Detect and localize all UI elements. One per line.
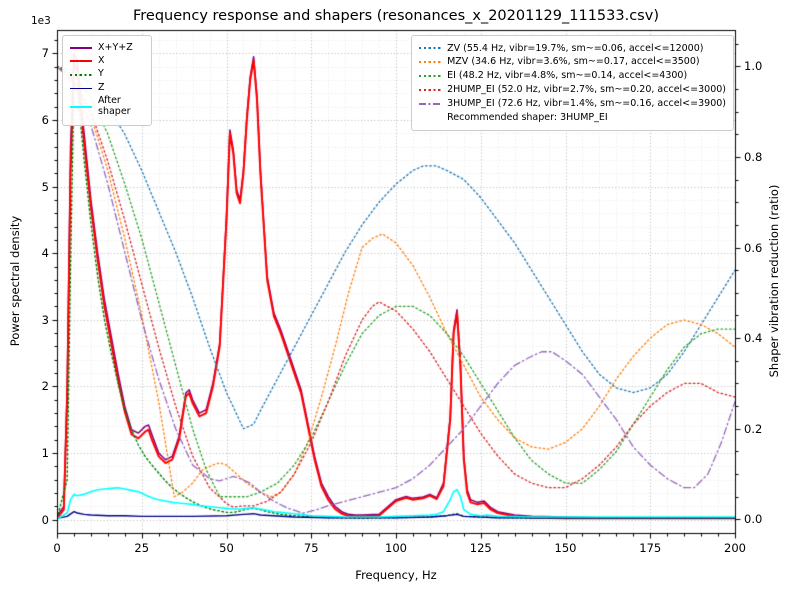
y-left-tick-label: 4 bbox=[41, 246, 49, 261]
legend-label: MZV (34.6 Hz, vibr=3.6%, sm~=0.17, accel… bbox=[447, 56, 700, 68]
legend-item: X bbox=[70, 54, 144, 67]
x-tick-label: 150 bbox=[554, 541, 577, 555]
legend-label: X bbox=[98, 54, 105, 66]
legend-line-sample bbox=[70, 87, 92, 89]
y-axis-label-left: Power spectral density bbox=[8, 215, 22, 347]
legend-item: Y bbox=[70, 68, 144, 80]
x-tick-label: 50 bbox=[219, 541, 234, 555]
legend-item: After shaper bbox=[70, 95, 144, 118]
legend-spacer bbox=[419, 117, 441, 119]
legend-label: ZV (55.4 Hz, vibr=19.7%, sm~=0.06, accel… bbox=[447, 42, 704, 54]
y-right-tick-label: 0.6 bbox=[744, 240, 763, 255]
legend-item: MZV (34.6 Hz, vibr=3.6%, sm~=0.17, accel… bbox=[419, 56, 726, 67]
legend-label: X+Y+Z bbox=[98, 41, 133, 53]
legend-label: Z bbox=[98, 81, 105, 93]
x-tick-label: 100 bbox=[385, 541, 407, 555]
legend-item: X+Y+Z bbox=[70, 41, 144, 54]
x-tick-label: 125 bbox=[469, 541, 492, 555]
legend-line-sample bbox=[419, 102, 442, 105]
x-axis-label: Frequency, Hz bbox=[355, 568, 437, 582]
legend-line-sample bbox=[70, 60, 92, 63]
chart-title: Frequency response and shapers (resonanc… bbox=[133, 8, 659, 24]
legend-label: 3HUMP_EI (72.6 Hz, vibr=1.4%, sm~=0.16, … bbox=[447, 98, 726, 110]
y-right-tick-label: 0.4 bbox=[744, 331, 763, 346]
legend-item: Z bbox=[70, 81, 144, 94]
psd-legend: X+Y+Z X Y Z After shaper bbox=[62, 35, 152, 126]
x-tick-label: 200 bbox=[724, 541, 746, 555]
legend-item: 2HUMP_EI (52.0 Hz, vibr=2.7%, sm~=0.20, … bbox=[419, 84, 726, 95]
legend-label: After shaper bbox=[98, 95, 131, 118]
legend-item: EI (48.2 Hz, vibr=4.8%, sm~=0.14, accel<… bbox=[419, 70, 726, 81]
legend-line-sample bbox=[70, 73, 92, 76]
y-left-tick-label: 1 bbox=[41, 446, 49, 461]
y-right-tick-label: 0.0 bbox=[744, 512, 763, 527]
y-left-tick-label: 0 bbox=[41, 512, 49, 527]
y-left-tick-label: 2 bbox=[41, 379, 49, 394]
y-axis-label-right: Shaper vibration reduction (ratio) bbox=[767, 184, 781, 378]
legend-note: Recommended shaper: 3HUMP_EI bbox=[447, 111, 608, 123]
y-left-tick-label: 6 bbox=[41, 112, 49, 127]
y-left-tick-label: 7 bbox=[41, 46, 49, 61]
legend-line-sample bbox=[419, 61, 442, 64]
y-left-tick-label: 3 bbox=[41, 312, 49, 327]
legend-item: ZV (55.4 Hz, vibr=19.7%, sm~=0.06, accel… bbox=[419, 43, 726, 54]
legend-line-sample bbox=[419, 74, 442, 77]
shaper-legend: ZV (55.4 Hz, vibr=19.7%, sm~=0.06, accel… bbox=[411, 35, 734, 131]
x-tick-label: 25 bbox=[134, 541, 150, 555]
x-tick-label: 175 bbox=[639, 541, 662, 555]
legend-label: Y bbox=[98, 68, 104, 80]
legend-note-row: Recommended shaper: 3HUMP_EI bbox=[419, 112, 726, 123]
y-right-tick-label: 0.2 bbox=[744, 421, 763, 436]
legend-line-sample bbox=[70, 47, 92, 49]
y-axis-offset-text: 1e3 bbox=[31, 15, 51, 27]
legend-item: 3HUMP_EI (72.6 Hz, vibr=1.4%, sm~=0.16, … bbox=[419, 98, 726, 109]
x-tick-label: 0 bbox=[53, 541, 61, 555]
legend-line-sample bbox=[419, 88, 442, 91]
legend-line-sample bbox=[419, 47, 442, 50]
y-right-tick-label: 1.0 bbox=[744, 59, 763, 74]
y-left-tick-label: 5 bbox=[41, 179, 49, 194]
legend-line-sample bbox=[70, 106, 92, 108]
legend-label: 2HUMP_EI (52.0 Hz, vibr=2.7%, sm~=0.20, … bbox=[447, 84, 726, 96]
legend-label: EI (48.2 Hz, vibr=4.8%, sm~=0.14, accel<… bbox=[447, 70, 688, 82]
y-right-tick-label: 0.8 bbox=[744, 149, 763, 164]
x-tick-label: 75 bbox=[303, 541, 319, 555]
